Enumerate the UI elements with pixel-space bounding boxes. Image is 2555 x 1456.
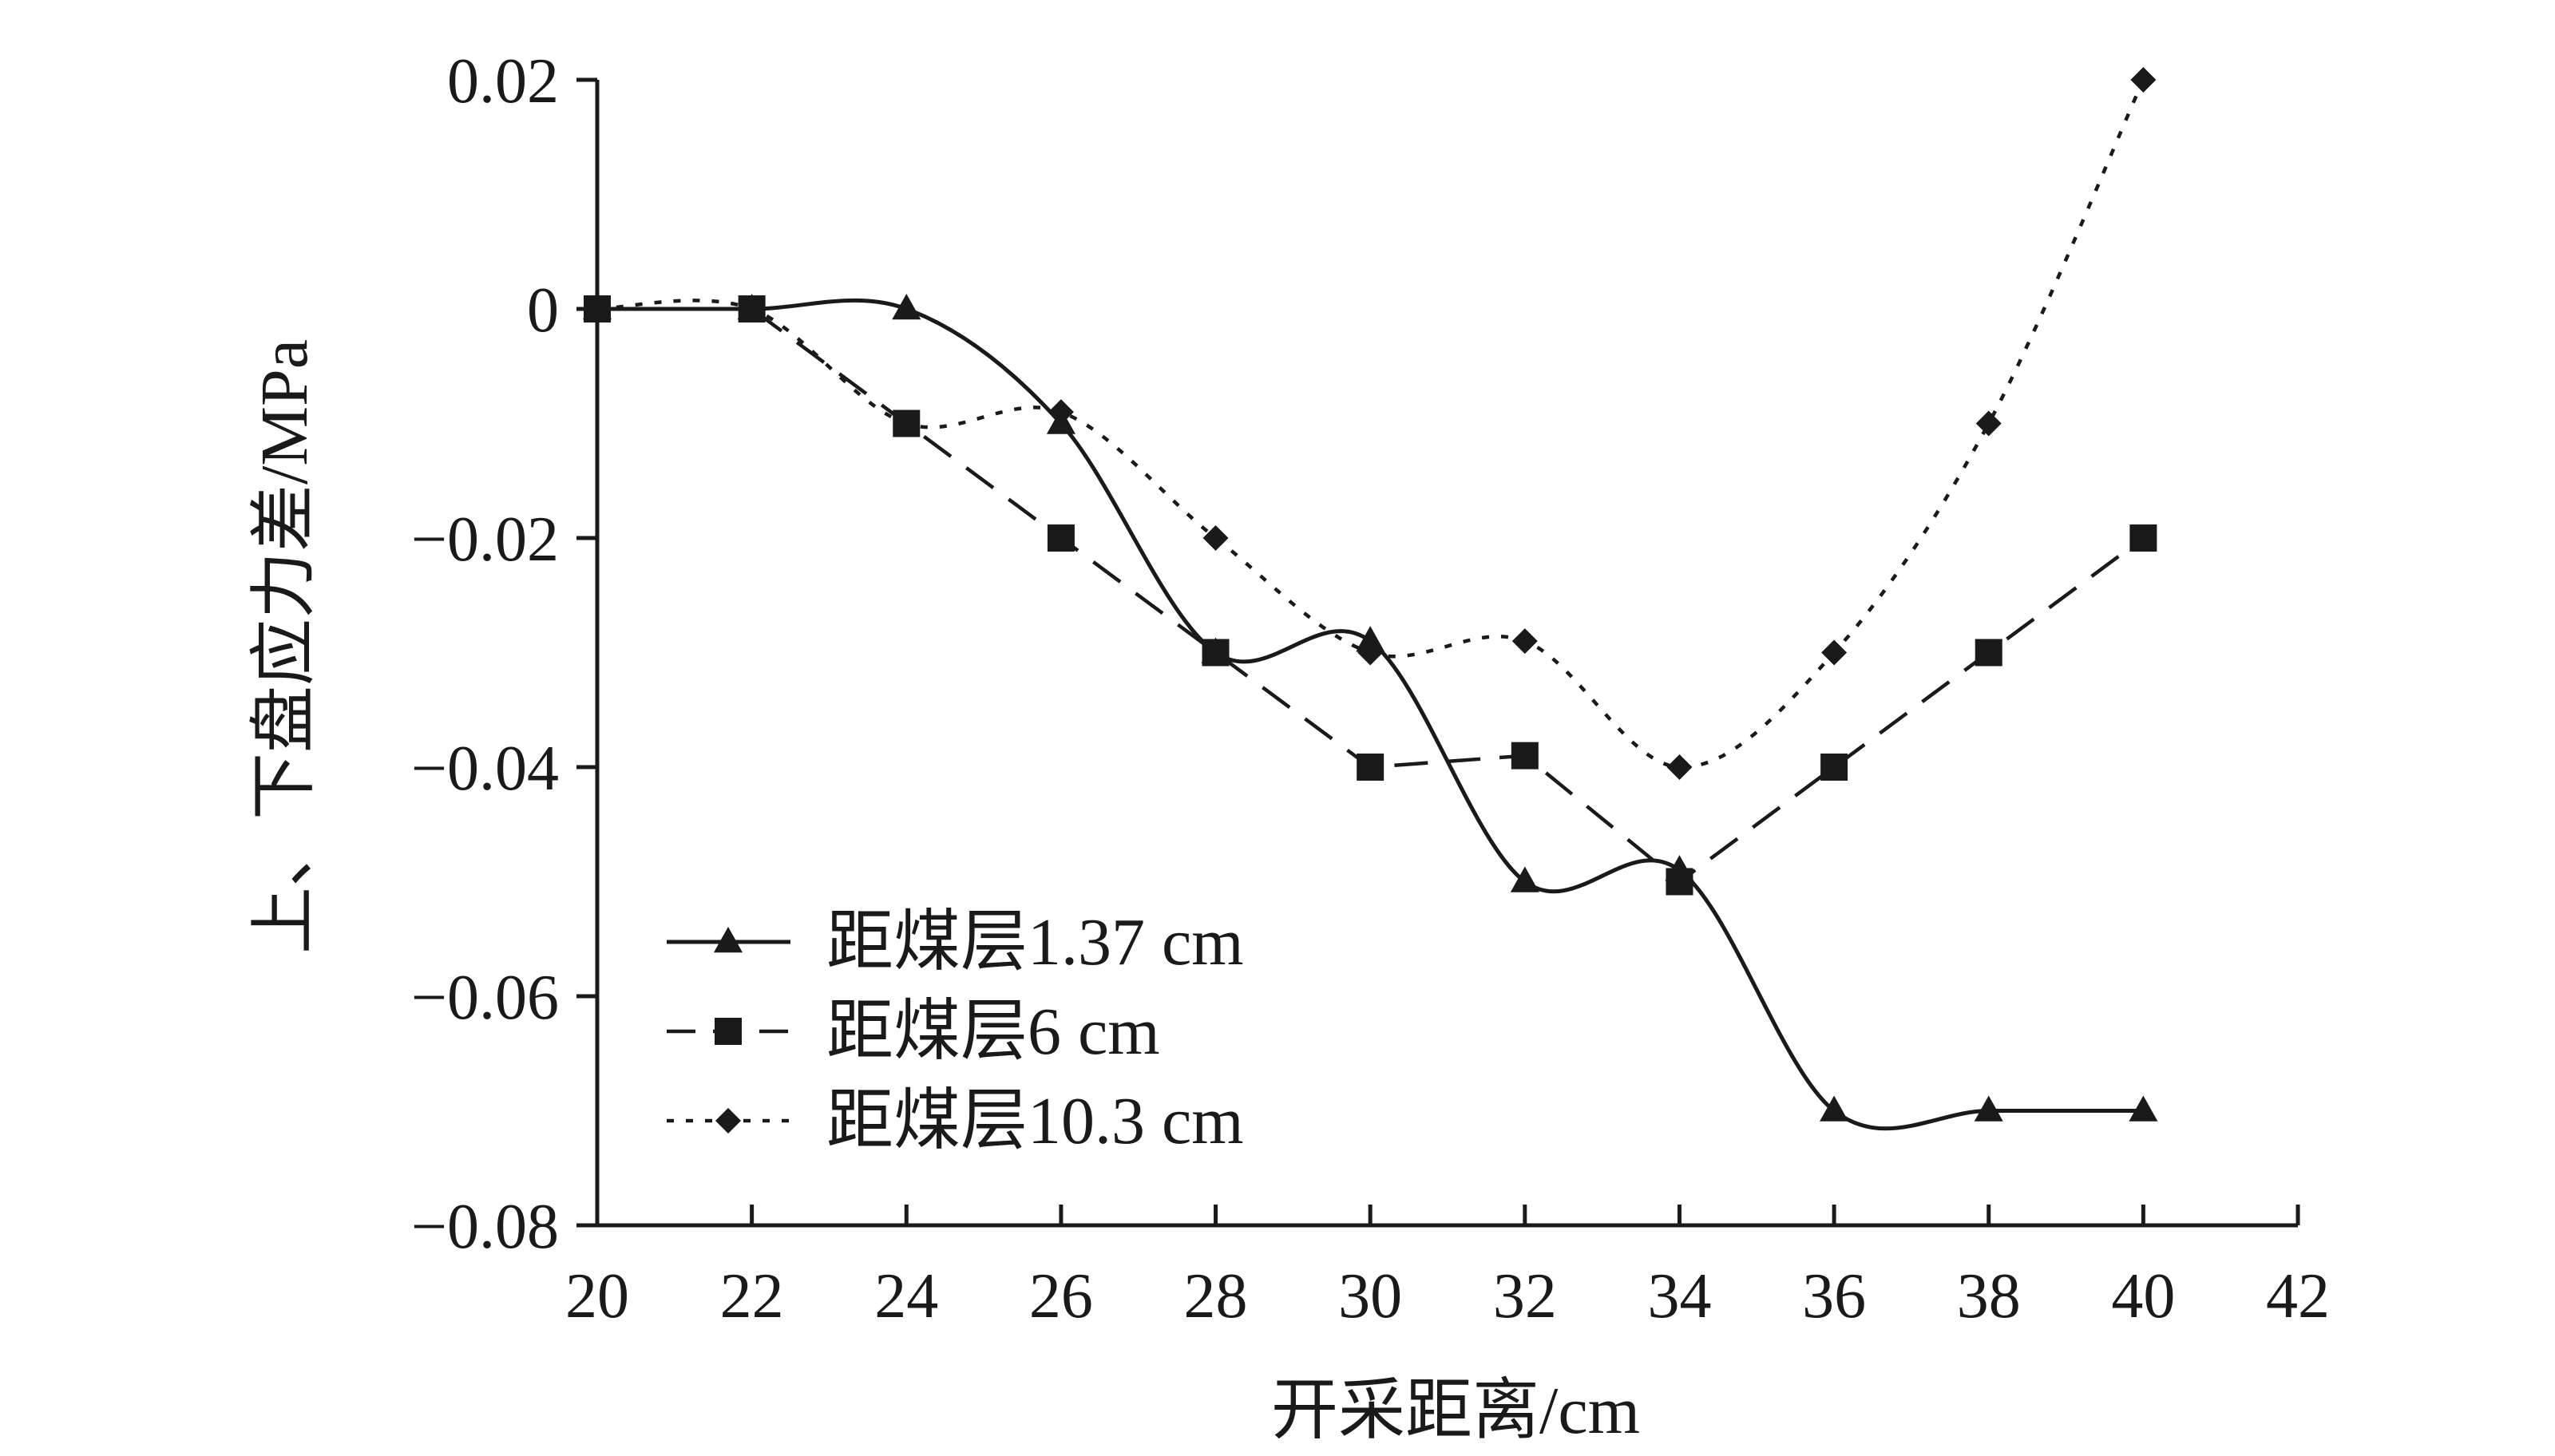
legend-label-3: 距煤层10.3 cm — [826, 1084, 1244, 1158]
x-axis-ticks: 20 22 24 26 28 30 32 34 36 38 40 42 — [565, 1205, 2330, 1331]
y-axis-title: 上、下盘应力差/MPa — [248, 339, 322, 954]
y-axis-ticks: 0.02 0 −0.02 −0.04 −0.06 −0.08 — [411, 46, 597, 1262]
x-tick-label: 42 — [2266, 1261, 2330, 1331]
series-3-marker — [1357, 639, 1384, 666]
x-tick-label: 36 — [1802, 1261, 1866, 1331]
x-tick-label: 26 — [1029, 1261, 1093, 1331]
y-tick-label: −0.02 — [411, 504, 559, 575]
legend-label-2: 距煤层6 cm — [826, 995, 1160, 1069]
series-1-marker — [2129, 1095, 2158, 1122]
y-tick-label: 0.02 — [447, 46, 559, 117]
series-3-marker — [1048, 399, 1074, 425]
legend: 距煤层1.37 cm 距煤层6 cm 距煤层10.3 cm — [667, 905, 1244, 1158]
x-tick-label: 24 — [874, 1261, 938, 1331]
series-2-marker — [1511, 742, 1539, 770]
series-2-marker — [1202, 639, 1230, 667]
x-tick-label: 32 — [1493, 1261, 1557, 1331]
series-2-marker — [1357, 754, 1384, 781]
series-2-marker — [1975, 639, 2002, 667]
series-3-marker — [893, 410, 920, 437]
x-tick-label: 28 — [1184, 1261, 1248, 1331]
series-line-2 — [597, 307, 2145, 884]
series-3-marker — [1666, 754, 1693, 780]
legend-marker-3 — [715, 1108, 741, 1134]
series-1-marker — [892, 294, 921, 320]
y-tick-label: −0.06 — [411, 963, 559, 1033]
series-3-marker — [1975, 410, 2002, 437]
x-tick-label: 40 — [2111, 1261, 2175, 1331]
legend-marker-1 — [713, 927, 743, 953]
series-1-marker — [1974, 1095, 2003, 1122]
series-1-marker — [1356, 626, 1385, 652]
x-tick-label: 30 — [1338, 1261, 1402, 1331]
x-tick-label: 34 — [1647, 1261, 1711, 1331]
x-axis-title: 开采距离/cm — [1271, 1374, 1640, 1448]
axes — [595, 80, 2298, 1228]
series-1-marker — [1820, 1095, 1849, 1122]
series-2-marker — [2129, 524, 2157, 552]
y-tick-label: −0.08 — [411, 1192, 559, 1262]
series-markers — [582, 67, 2158, 1122]
y-tick-label: 0 — [527, 275, 559, 346]
series-3-marker — [1202, 525, 1229, 551]
legend-label-1: 距煤层1.37 cm — [826, 905, 1244, 979]
y-tick-label: −0.04 — [411, 734, 559, 804]
series-2-marker — [1047, 524, 1075, 552]
x-tick-label: 22 — [720, 1261, 784, 1331]
series-3-marker — [2130, 67, 2157, 93]
series-2-marker — [1820, 754, 1848, 781]
legend-marker-2 — [715, 1018, 742, 1045]
x-tick-label: 20 — [565, 1261, 629, 1331]
series-3-marker — [1511, 628, 1538, 655]
series-2-marker — [1666, 868, 1693, 896]
series-line-3 — [596, 79, 2145, 770]
series-3-marker — [739, 296, 765, 322]
series-3-marker — [1821, 639, 1848, 666]
x-tick-label: 38 — [1957, 1261, 2021, 1331]
series-1-marker — [1510, 866, 1539, 892]
